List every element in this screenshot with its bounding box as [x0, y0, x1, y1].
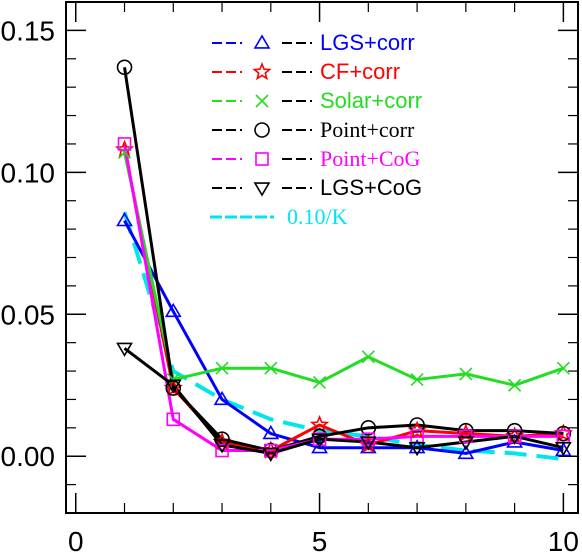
- data-point-marker: [457, 444, 475, 460]
- data-point-marker: [408, 442, 426, 457]
- data-point-marker: [361, 350, 375, 364]
- data-point-marker: [213, 439, 231, 454]
- data-point-marker: [116, 59, 133, 76]
- data-point-marker: [262, 424, 280, 440]
- data-point-marker: [311, 433, 328, 448]
- y-tick-label: 0.05: [1, 299, 56, 330]
- data-point-marker: [508, 378, 522, 392]
- data-point-marker: [164, 379, 182, 394]
- y-tick-label: 0.00: [1, 441, 56, 472]
- data-point-marker: [506, 430, 524, 445]
- legend-item: Point+corr: [212, 117, 415, 142]
- data-point-marker: [556, 361, 570, 375]
- y-tick-label: 0.15: [1, 15, 56, 46]
- legend-item: Solar+corr: [212, 88, 422, 113]
- legend-label: Solar+corr: [320, 88, 422, 113]
- data-point-marker: [555, 425, 572, 442]
- series-line-solar-corr: [123, 152, 564, 387]
- y-tick-label: 0.10: [1, 157, 56, 188]
- data-point-marker: [554, 442, 572, 457]
- series-lines: [122, 67, 564, 462]
- series-line-lgs-corr: [123, 219, 564, 455]
- x-tick-label: 10: [548, 526, 579, 555]
- legend-label: CF+corr: [320, 59, 400, 84]
- legend-label: Point+corr: [320, 117, 415, 142]
- data-point-marker: [164, 302, 182, 318]
- series-line-0-10-k: [122, 211, 564, 462]
- legend-marker: [255, 152, 269, 166]
- legend-item: Point+CoG: [212, 146, 421, 171]
- legend-label: 0.10/K: [287, 204, 348, 229]
- data-point-marker: [262, 447, 280, 462]
- legend-item: CF+corr: [212, 59, 400, 84]
- legend: LGS+corr CF+corr Solar+corr Point+corr Point…: [210, 30, 422, 229]
- data-point-marker: [116, 342, 133, 357]
- legend-marker: [254, 122, 270, 138]
- data-point-marker: [311, 439, 328, 454]
- data-point-marker: [262, 442, 279, 459]
- data-point-marker: [457, 436, 475, 451]
- data-point-marker: [309, 414, 330, 434]
- legend-marker: [253, 182, 271, 197]
- data-point-marker: [215, 361, 229, 375]
- x-tick-label: 0: [68, 526, 84, 555]
- legend-label: LGS+corr: [320, 30, 415, 55]
- data-point-marker: [410, 373, 424, 387]
- data-point-marker: [408, 439, 426, 454]
- data-point-marker: [117, 145, 132, 160]
- data-point-marker: [459, 367, 473, 381]
- data-point-marker: [311, 428, 328, 445]
- data-point-marker: [359, 436, 377, 451]
- data-point-marker: [409, 417, 425, 433]
- series-line-lgs-cog: [123, 347, 564, 455]
- legend-label: LGS+CoG: [320, 175, 422, 200]
- data-point-marker: [312, 375, 327, 389]
- x-tick-label: 5: [312, 526, 328, 555]
- legend-label: Point+CoG: [320, 146, 421, 171]
- legend-marker: [253, 34, 271, 49]
- legend-item: 0.10/K: [210, 204, 348, 229]
- legend-item: LGS+corr: [212, 30, 415, 55]
- axis-tick-labels: 0.00 0.05 0.10 0.15 0 5 10: [1, 15, 579, 555]
- legend-item: LGS+CoG: [212, 175, 422, 200]
- legend-marker: [252, 61, 272, 81]
- data-point-marker: [116, 212, 133, 227]
- data-point-marker: [117, 137, 132, 151]
- axis-ticks: [66, 1, 578, 514]
- legend-marker: [255, 94, 269, 108]
- data-point-marker: [264, 361, 278, 375]
- series-markers: [114, 59, 574, 462]
- data-point-marker: [215, 443, 229, 458]
- data-point-marker: [360, 420, 377, 436]
- data-point-marker: [213, 390, 231, 406]
- data-point-marker: [166, 412, 181, 427]
